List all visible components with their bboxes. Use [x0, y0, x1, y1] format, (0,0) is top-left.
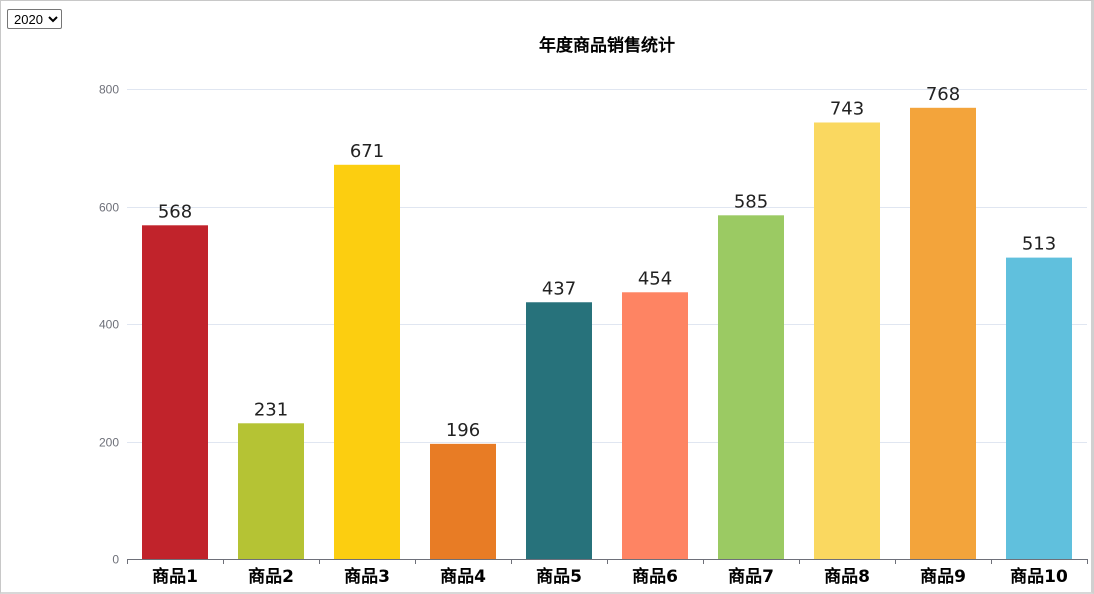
bars: 568 231 671 196 437 454 585 743 768 513 — [142, 84, 1072, 560]
y-tick-label: 200 — [99, 436, 119, 450]
x-tick-label: 商品9 — [920, 566, 966, 587]
x-tick-label: 商品2 — [248, 566, 294, 587]
chart-title: 年度商品销售统计 — [539, 36, 675, 56]
bar-10[interactable] — [1006, 257, 1072, 559]
bar-9[interactable] — [910, 107, 976, 560]
bar-value-label: 568 — [158, 201, 192, 222]
bar-8[interactable] — [814, 122, 880, 560]
x-tick-label: 商品8 — [824, 566, 870, 587]
bar-7[interactable] — [718, 215, 784, 559]
y-tick-label: 400 — [99, 318, 119, 332]
bar-value-label: 743 — [830, 98, 864, 119]
bar-value-label: 768 — [926, 84, 960, 105]
bar-value-label: 671 — [350, 141, 384, 162]
x-axis: 商品1 商品2 商品3 商品4 商品5 商品6 商品7 商品8 商品9 商品10 — [127, 559, 1088, 587]
year-select[interactable]: 2020 — [7, 9, 62, 29]
x-tick-label: 商品4 — [440, 566, 486, 587]
y-tick-label: 800 — [99, 83, 119, 97]
bar-5[interactable] — [526, 302, 592, 559]
bar-value-label: 196 — [446, 420, 480, 441]
x-tick-label: 商品5 — [536, 566, 582, 587]
x-tick-label: 商品1 — [152, 566, 198, 587]
bar-value-label: 437 — [542, 278, 576, 299]
y-tick-label: 600 — [99, 201, 119, 215]
y-tick-label: 0 — [112, 553, 119, 567]
bar-6[interactable] — [622, 292, 688, 559]
bar-value-label: 454 — [638, 268, 672, 289]
x-tick-label: 商品10 — [1010, 566, 1068, 587]
x-tick-label: 商品6 — [632, 566, 678, 587]
x-tick-label: 商品3 — [344, 566, 390, 587]
bar-value-label: 513 — [1022, 234, 1056, 255]
bar-value-label: 585 — [734, 191, 768, 212]
bar-value-label: 231 — [254, 399, 288, 420]
bar-4[interactable] — [430, 443, 496, 559]
y-axis: 0 200 400 600 800 — [99, 83, 119, 567]
bar-1[interactable] — [142, 225, 208, 560]
bar-3[interactable] — [334, 164, 400, 559]
bar-2[interactable] — [238, 423, 304, 559]
x-tick-label: 商品7 — [728, 566, 774, 587]
